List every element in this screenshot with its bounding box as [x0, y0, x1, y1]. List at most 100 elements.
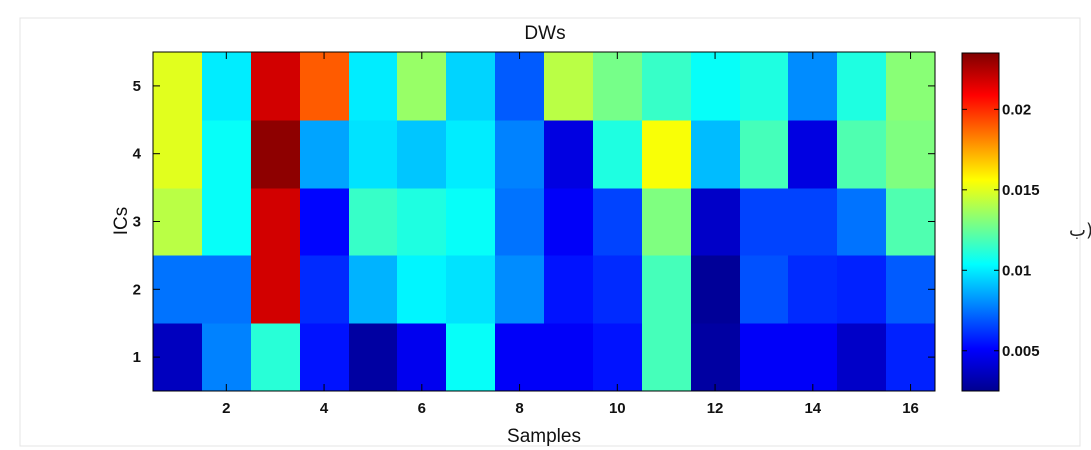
heatmap-cell [349, 255, 398, 324]
heatmap-cell [446, 52, 496, 121]
heatmap-cell [397, 188, 447, 256]
y-axis-title: ICs [111, 207, 132, 236]
heatmap-cell [495, 323, 545, 392]
heatmap-cell [349, 188, 398, 256]
heatmap-cell [740, 52, 789, 121]
heatmap-cell [544, 120, 594, 189]
x-tick-label: 16 [902, 400, 919, 417]
heatmap-cell [886, 52, 936, 121]
heatmap-cell [691, 255, 741, 324]
heatmap-cell [446, 323, 496, 392]
heatmap-cell [251, 255, 301, 324]
heatmap-cell [349, 120, 398, 189]
heatmap-cell [446, 120, 496, 189]
colorbar [961, 52, 1000, 392]
heatmap-cell [837, 255, 887, 324]
heatmap-cell [593, 52, 643, 121]
colorbar-ticks: 0.005 0.01 0.015 0.02 [962, 101, 1040, 360]
heatmap-cell [740, 323, 789, 392]
side-text-fragment: ب) [1069, 220, 1091, 241]
heatmap-cell [593, 323, 643, 392]
heatmap-cell [886, 323, 936, 392]
colorbar-tick-label: 0.01 [1002, 262, 1031, 279]
heatmap-cell [886, 120, 936, 189]
heatmap-cell [886, 188, 936, 256]
heatmap-cell [642, 52, 692, 121]
heatmap-cell [495, 255, 545, 324]
heatmap-cell [642, 255, 692, 324]
heatmap-cell [593, 120, 643, 189]
y-tick-label: 5 [133, 78, 141, 95]
heatmap-cell [202, 120, 252, 189]
heatmap-cell [740, 255, 789, 324]
heatmap-cell [251, 323, 301, 392]
heatmap-cell [397, 323, 447, 392]
x-axis-ticks: 2 4 6 8 10 12 14 16 [222, 52, 919, 417]
colorbar-tick-label: 0.005 [1002, 343, 1040, 360]
heatmap-cell [153, 323, 203, 392]
heatmap-cell [300, 188, 350, 256]
heatmap-cell [153, 120, 203, 189]
heatmap-cell [837, 323, 887, 392]
heatmap-cell [202, 255, 252, 324]
heatmap-cell [153, 255, 203, 324]
heatmap-cell [495, 188, 545, 256]
heatmap-cell [300, 255, 350, 324]
heatmap-cell [202, 52, 252, 121]
heatmap-cell [837, 120, 887, 189]
y-tick-label: 4 [133, 146, 142, 163]
heatmap-cell [544, 323, 594, 392]
heatmap-cell [544, 188, 594, 256]
heatmap-cell [788, 52, 838, 121]
x-axis-title: Samples [507, 426, 581, 447]
heatmap-cell [593, 188, 643, 256]
heatmap-cell [300, 120, 350, 189]
heatmap-cell [788, 255, 838, 324]
heatmap-cell [544, 255, 594, 324]
heatmap-cell [202, 188, 252, 256]
y-axis-ticks: 1 2 3 4 5 [133, 78, 935, 366]
heatmap-cell [446, 255, 496, 324]
heatmap-cell [495, 120, 545, 189]
heatmap-cell [446, 188, 496, 256]
x-tick-label: 14 [804, 400, 821, 417]
x-tick-label: 6 [418, 400, 426, 417]
heatmap-cell [788, 323, 838, 392]
heatmap-cell [837, 188, 887, 256]
heatmap-cell [251, 188, 301, 256]
heatmap-cell [153, 52, 203, 121]
heatmap-cell [788, 188, 838, 256]
heatmap-cell [251, 52, 301, 121]
chart-title: DWs [524, 23, 565, 44]
colorbar-tick-label: 0.015 [1002, 182, 1040, 199]
heatmap-cell [886, 255, 936, 324]
heatmap-cell [691, 188, 741, 256]
heatmap-cell [251, 120, 301, 189]
heatmap-cell [349, 323, 398, 392]
y-tick-label: 3 [133, 214, 141, 231]
heatmap-cell [642, 120, 692, 189]
x-tick-label: 10 [609, 400, 626, 417]
heatmap-cell [788, 120, 838, 189]
heatmap-cell [740, 120, 789, 189]
heatmap-cell [642, 188, 692, 256]
heatmap-cell [544, 52, 594, 121]
heatmap-cell [495, 52, 545, 121]
heatmap-cell [397, 255, 447, 324]
heatmap-cell [397, 120, 447, 189]
figure-frame [19, 17, 1081, 447]
heatmap-cell [691, 52, 741, 121]
x-tick-label: 2 [222, 400, 230, 417]
x-tick-label: 8 [515, 400, 523, 417]
heatmap-cell [642, 323, 692, 392]
heatmap-cell [837, 52, 887, 121]
heatmap-cell [349, 52, 398, 121]
heatmap-cell [397, 52, 447, 121]
x-tick-label: 4 [320, 400, 329, 417]
y-tick-label: 1 [133, 349, 141, 366]
heatmap-cell [593, 255, 643, 324]
heatmap-cell [691, 120, 741, 189]
heatmap-cell [740, 188, 789, 256]
heatmap-cell [153, 188, 203, 256]
